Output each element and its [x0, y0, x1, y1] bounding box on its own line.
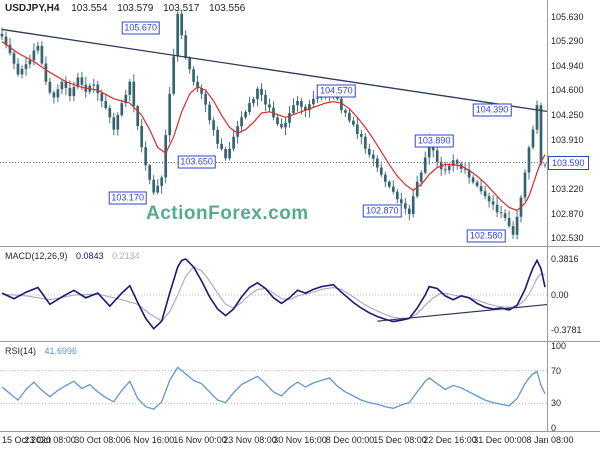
- descending-trendline[interactable]: [1, 28, 547, 113]
- swing-price-label: 103.170: [108, 191, 147, 204]
- rsi-chart-canvas[interactable]: [0, 342, 547, 431]
- rsi-header: RSI(14) 41.6996: [5, 346, 77, 356]
- macd-chart-canvas[interactable]: [0, 247, 547, 341]
- time-axis-label: 31 Dec 00:00: [473, 435, 527, 445]
- macd-signal-line: [1, 266, 546, 322]
- ohlc-low: 103.517: [163, 3, 200, 14]
- swing-price-label: 103.890: [414, 134, 454, 148]
- ma-line: [1, 41, 546, 212]
- time-axis-label: 30 Oct 08:00: [74, 435, 126, 445]
- price-tick: 104.250: [551, 110, 584, 121]
- ohlc-close: 103.556: [209, 3, 246, 14]
- rsi-line: [1, 366, 546, 410]
- time-axis-label: 15 Dec 08:00: [373, 435, 427, 445]
- time-axis-label: 8 Dec 00:00: [325, 435, 375, 445]
- time-axis-label: 22 Dec 16:00: [423, 435, 477, 445]
- candle-bodies: [0, 13, 547, 235]
- macd-trendline[interactable]: [377, 303, 547, 322]
- macd-tick: -0.3781: [551, 325, 582, 336]
- time-axis-label: 16 Nov 00:00: [173, 435, 227, 445]
- time-axis-label: 15 Oct 2020: [2, 435, 52, 445]
- price-axis-divider: [547, 0, 548, 431]
- chart-header: USDJPY,H4 103.554 103.579 103.517 103.55…: [5, 3, 252, 14]
- time-axis-label: 23 Nov 08:00: [223, 435, 277, 445]
- time-axis-label: 8 Jan 08:00: [526, 435, 574, 445]
- swing-price-label: 103.650: [177, 155, 216, 169]
- rsi-tick: 100: [551, 341, 567, 351]
- swing-price-label: 104.570: [317, 84, 356, 98]
- price-tick: 105.290: [551, 35, 584, 46]
- time-axis-label: 6 Nov 16:00: [125, 435, 175, 445]
- current-price-tag: 103.590: [548, 155, 589, 170]
- macd-main-value: 0.0843: [76, 251, 104, 261]
- price-tick: 104.600: [551, 85, 584, 96]
- macd-header: MACD(12,26,9) 0.0843 0.2134: [5, 251, 140, 261]
- symbol-period: USDJPY,H4: [5, 3, 60, 14]
- time-axis-label: 30 Nov 16:00: [273, 435, 327, 445]
- rsi-tick: 30: [551, 398, 562, 409]
- panel-divider: [0, 341, 600, 342]
- rsi-label: RSI(14): [5, 346, 37, 356]
- price-tick: 103.220: [551, 183, 584, 194]
- macd-line: [1, 258, 546, 330]
- time-axis-label: 23 Oct 08:00: [24, 435, 76, 445]
- ohlc-high: 103.579: [117, 3, 154, 14]
- swing-price-label: 105.670: [121, 21, 160, 35]
- main-chart-canvas[interactable]: [0, 0, 547, 246]
- price-tick: 105.630: [551, 11, 584, 22]
- swing-price-label: 104.390: [472, 103, 512, 117]
- watermark: ActionForex.com: [146, 203, 309, 224]
- rsi-value: 41.6996: [44, 346, 78, 356]
- macd-tick: 0.00: [551, 290, 569, 300]
- time-axis-divider: [0, 431, 600, 432]
- rsi-tick: 70: [551, 365, 562, 376]
- price-tick: 103.910: [551, 134, 584, 145]
- swing-price-label: 102.870: [363, 204, 402, 218]
- macd-label: MACD(12,26,9): [5, 251, 68, 261]
- swing-price-label: 102.580: [466, 229, 506, 243]
- panel-divider: [0, 246, 600, 247]
- price-tick: 104.940: [551, 60, 584, 71]
- macd-signal-value: 0.2134: [112, 251, 140, 261]
- ohlc-open: 103.554: [71, 3, 108, 14]
- price-tick: 102.870: [551, 209, 584, 219]
- price-tick: 102.530: [551, 233, 584, 244]
- rsi-tick: 0: [551, 423, 557, 433]
- macd-tick: 0.3816: [551, 254, 579, 265]
